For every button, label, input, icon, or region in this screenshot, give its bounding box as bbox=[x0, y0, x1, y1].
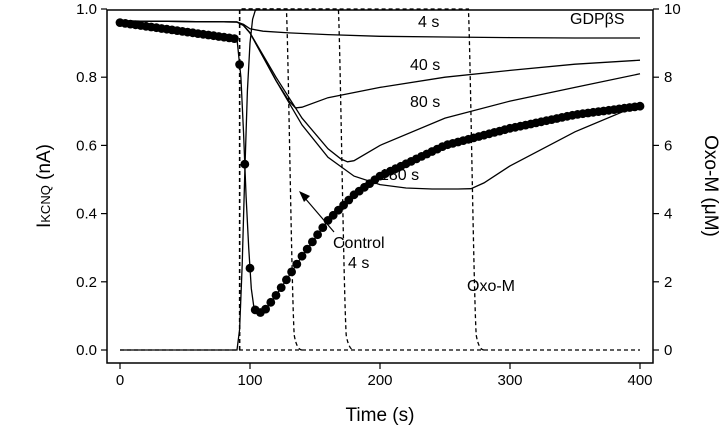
control-point bbox=[302, 244, 312, 254]
control-arrow-head bbox=[299, 191, 310, 202]
control-point bbox=[230, 34, 239, 43]
annotation-80s: 80 s bbox=[410, 94, 440, 111]
oxo-m-pulse bbox=[238, 8, 485, 351]
control-point bbox=[276, 283, 286, 292]
y-tick-label: 0.0 bbox=[76, 342, 97, 359]
control-point bbox=[240, 159, 250, 169]
y-tick-label: 0.4 bbox=[76, 206, 97, 223]
control-point bbox=[282, 275, 291, 285]
y-axis-title-unit: (nA) bbox=[34, 144, 55, 185]
plot-area bbox=[115, 8, 645, 351]
y2-tick-label: 10 bbox=[664, 1, 681, 18]
x-tick-label: 200 bbox=[367, 372, 392, 389]
control-point bbox=[245, 263, 255, 273]
annotation-control: Control bbox=[333, 235, 385, 252]
y-axis-title-main: I bbox=[34, 223, 55, 228]
annotation-control-4s: 4 s bbox=[348, 255, 369, 272]
control-point bbox=[313, 230, 322, 240]
oxo-m-pulse bbox=[238, 8, 303, 351]
annotation-4s: 4 s bbox=[418, 14, 439, 31]
annotation-gdp-beta-s: GDPβS bbox=[570, 11, 625, 28]
y-axis-title: IKCNQ (nA) bbox=[34, 144, 55, 228]
y-tick-label: 0.8 bbox=[76, 69, 97, 86]
control-arrow-line bbox=[303, 196, 335, 233]
control-point bbox=[297, 251, 307, 261]
control-point bbox=[266, 297, 276, 307]
control-point bbox=[308, 237, 317, 247]
y-tick-label: 0.6 bbox=[76, 137, 97, 154]
y2-axis-title: Oxo-M (μM) bbox=[700, 135, 720, 237]
y-axis-title-subscript: KCNQ bbox=[38, 185, 53, 223]
annotation-180s: 180 s bbox=[380, 167, 419, 184]
control-point bbox=[292, 259, 302, 269]
y2-tick-label: 6 bbox=[664, 137, 672, 154]
annotation-oxo-m: Oxo-M bbox=[467, 278, 515, 295]
control-point bbox=[635, 101, 645, 111]
y2-tick-label: 4 bbox=[664, 206, 672, 223]
curve-180s bbox=[119, 20, 641, 190]
y2-tick-label: 0 bbox=[664, 342, 672, 359]
control-point bbox=[287, 267, 296, 277]
x-tick-label: 400 bbox=[627, 372, 652, 389]
control-point bbox=[261, 304, 270, 314]
y-tick-label: 0.2 bbox=[76, 274, 97, 291]
y2-tick-label: 8 bbox=[664, 69, 672, 86]
curve-4s bbox=[119, 20, 640, 39]
control-point bbox=[235, 60, 245, 69]
y2-tick-label: 2 bbox=[664, 274, 672, 291]
y-tick-label: 1.0 bbox=[76, 1, 97, 18]
control-point bbox=[318, 223, 328, 233]
x-tick-label: 0 bbox=[116, 372, 124, 389]
axes: 0 100 200 300 400 0.0 0.2 0.4 0.6 0.8 1.0 0 2 4 6 8 10 bbox=[76, 1, 681, 389]
x-tick-label: 100 bbox=[237, 372, 262, 389]
control-point bbox=[271, 291, 281, 300]
annotation-40s: 40 s bbox=[410, 57, 440, 74]
x-axis-title: Time (s) bbox=[346, 405, 415, 426]
x-tick-label: 300 bbox=[497, 372, 522, 389]
